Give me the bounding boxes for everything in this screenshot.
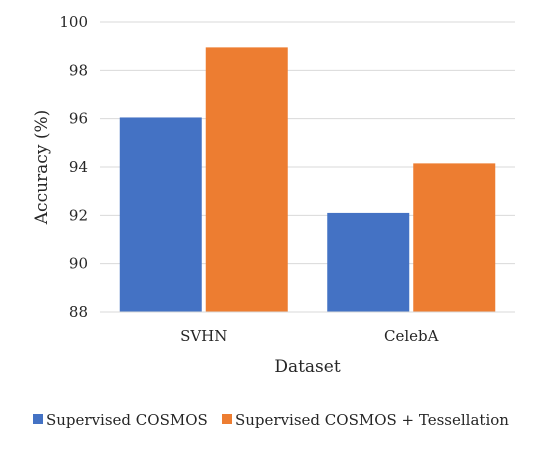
legend-label: Supervised COSMOS + Tessellation [235,411,509,429]
y-tick-label: 88 [69,303,88,321]
y-tick-label: 92 [69,206,88,224]
bars [119,47,496,312]
x-tick-label: CelebA [384,327,439,345]
y-tick-label: 100 [59,13,88,31]
legend: Supervised COSMOS Supervised COSMOS + Tes… [33,411,509,429]
y-tick-label: 96 [69,110,88,128]
x-tick-label: SVHN [180,327,227,345]
y-tick-labels: 88 90 92 94 96 98 100 [59,13,88,321]
bar-celeba-series-2 [413,163,496,312]
y-tick-label: 94 [69,158,88,176]
bar-celeba-series-1 [327,212,410,312]
bar-svhn-series-2 [205,47,288,312]
y-tick-label: 90 [69,255,88,273]
legend-swatch [222,414,232,424]
legend-swatch [33,414,43,424]
y-axis-label: Accuracy (%) [32,110,52,225]
x-tick-labels: SVHN CelebA [180,327,439,345]
y-tick-label: 98 [69,61,88,79]
bar-svhn-series-1 [119,117,202,312]
x-axis-label: Dataset [274,357,341,377]
legend-label: Supervised COSMOS [46,411,208,429]
